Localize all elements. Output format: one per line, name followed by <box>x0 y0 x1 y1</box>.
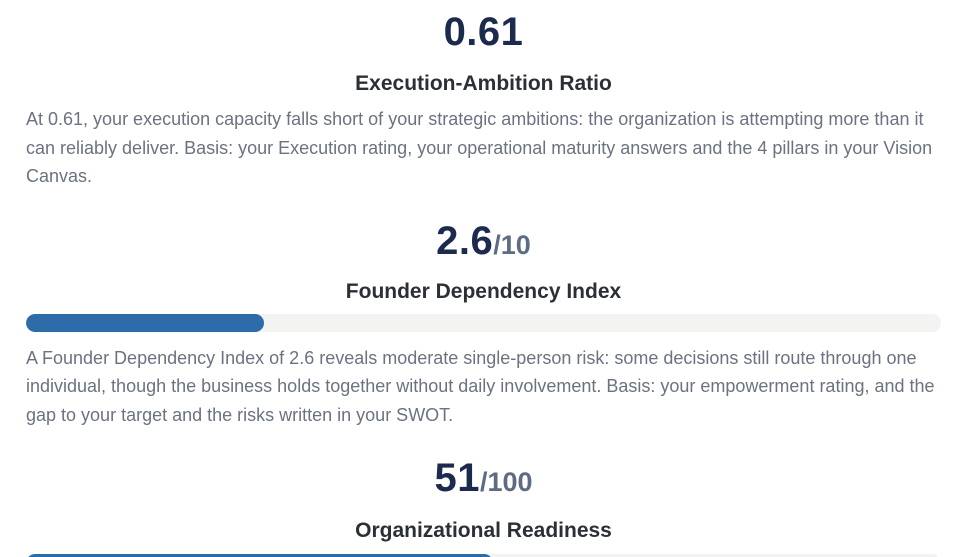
metric-title: Execution-Ambition Ratio <box>355 72 612 95</box>
metric-value-number: 51 <box>434 456 480 501</box>
progress-bar-fill <box>26 553 493 557</box>
progress-bar-track <box>26 553 941 557</box>
progress-bar-fill <box>26 313 264 332</box>
metric-description: A Founder Dependency Index of 2.6 reveal… <box>26 347 935 425</box>
metric-value: 51/100 <box>26 458 941 498</box>
metric-value: 0.61 <box>26 0 941 52</box>
founder-dependency-metric: 2.6/10 Founder Dependency Index A Founde… <box>26 221 941 430</box>
progress-bar-track <box>26 313 941 332</box>
metric-value-number: 2.6 <box>436 218 494 263</box>
metric-value: 2.6/10 <box>26 221 941 261</box>
metric-description: At 0.61, your execution capacity falls s… <box>26 109 933 187</box>
metric-title: Founder Dependency Index <box>345 279 622 303</box>
metric-value-number: 0.61 <box>443 10 524 54</box>
organizational-readiness-metric: 51/100 Organizational Readiness <box>26 458 941 557</box>
execution-ambition-metric: 0.61 Execution-Ambition Ratio At 0.61, y… <box>26 0 941 191</box>
metric-value-scale: /10 <box>493 229 531 260</box>
metric-title: Organizational Readiness <box>355 519 612 543</box>
metric-value-scale: /100 <box>479 467 533 498</box>
